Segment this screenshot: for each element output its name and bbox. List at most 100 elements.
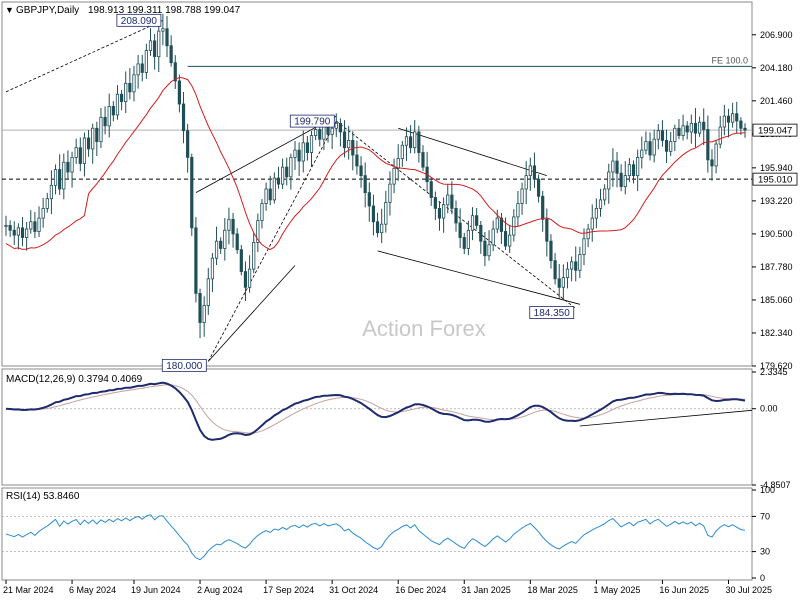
candle [392, 167, 396, 185]
candle [553, 260, 557, 280]
candle [619, 172, 623, 187]
candle [260, 203, 264, 221]
chart-symbol: GBPJPY,Daily [16, 5, 79, 16]
candle [252, 242, 256, 270]
candle [499, 217, 504, 232]
time-axis: 21 Mar 2024 6 May 2024 19 Jun 2024 2 Aug 20… [3, 580, 772, 595]
candle [99, 116, 103, 143]
candle [330, 127, 334, 135]
candle [231, 218, 235, 235]
candle [702, 121, 706, 130]
candle [66, 161, 70, 173]
candle [276, 177, 281, 185]
candle [363, 175, 367, 194]
candle [669, 141, 673, 152]
candle [219, 240, 223, 249]
time-tick-label: 31 Oct 2024 [329, 585, 378, 595]
candle [726, 115, 731, 123]
grid-layer: FE 100.0 [2, 55, 752, 180]
candle [483, 240, 487, 257]
candle [664, 140, 669, 152]
candle [367, 192, 371, 207]
candle [536, 178, 541, 197]
candle [578, 254, 582, 271]
macd-tick-label: -4.8507 [760, 480, 791, 490]
candle [437, 208, 442, 219]
candle [214, 240, 219, 259]
candle [256, 220, 260, 243]
chart-ohlc: 198.913 199.311 198.788 199.047 [88, 5, 241, 16]
candle [491, 228, 495, 246]
candle [454, 208, 458, 224]
watermark: Action Forex [362, 316, 486, 341]
candle [400, 144, 404, 160]
candle [206, 278, 210, 306]
support-price-tag-box [752, 172, 798, 186]
candle [181, 103, 186, 132]
rsi-label: RSI(14) 53.8460 [6, 491, 80, 502]
price-axis: 206.900204.180201.460198.740195.940193.2… [752, 30, 798, 371]
candle [111, 106, 115, 116]
macd-signal-line [5, 384, 746, 434]
candle [743, 127, 747, 131]
candle [16, 227, 20, 236]
candle [722, 115, 726, 128]
candle [45, 198, 49, 209]
dropdown-triangle[interactable]: ▼ [5, 5, 14, 15]
candle [487, 244, 491, 257]
candle [318, 129, 322, 140]
rsi-panel [1, 487, 753, 581]
trendline [398, 127, 547, 177]
time-tick-label: 16 Jun 2025 [659, 585, 709, 595]
candle [598, 199, 603, 209]
trendline [207, 120, 337, 362]
candle [371, 205, 376, 223]
candle [689, 123, 693, 133]
candle [119, 93, 124, 102]
candle [4, 225, 8, 227]
candle [388, 183, 392, 203]
trendline [195, 115, 337, 193]
price-annotation: 199.790 [294, 117, 331, 128]
candle [450, 194, 454, 209]
candle [91, 127, 95, 150]
candle [384, 201, 388, 225]
candle [264, 188, 268, 204]
time-tick-label: 17 Sep 2024 [263, 585, 314, 595]
candle [739, 120, 743, 129]
ma-line [5, 76, 746, 251]
candle [186, 130, 190, 158]
candle [673, 127, 677, 143]
candle [396, 158, 400, 169]
candle [446, 194, 450, 206]
candle [607, 171, 611, 190]
candle [103, 116, 107, 127]
candle [140, 63, 144, 73]
candle [62, 161, 66, 190]
candle [458, 222, 462, 238]
candle [640, 149, 644, 158]
macd-tick-label: 2.3345 [760, 367, 788, 377]
time-tick-label: 31 Jan 2025 [461, 585, 511, 595]
time-tick-label: 21 Mar 2024 [3, 585, 54, 595]
time-tick-label: 2 Aug 2024 [197, 585, 243, 595]
candle [565, 268, 570, 279]
candle [421, 152, 425, 168]
time-tick-label: 19 Jun 2024 [131, 585, 181, 595]
time-tick-label: 18 Mar 2025 [527, 585, 578, 595]
candle [697, 121, 702, 134]
candle [128, 82, 132, 93]
current-price-tag-box [752, 123, 798, 137]
candle [524, 175, 528, 190]
time-tick-label: 1 May 2025 [593, 585, 640, 595]
price-tick-label: 206.900 [760, 30, 793, 40]
trendline [5, 19, 164, 93]
macd-label: MACD(12,26,9) 0.3794 0.4069 [6, 374, 143, 385]
candle [462, 237, 466, 249]
trendline [207, 265, 296, 362]
candle [735, 113, 739, 122]
macd-panel [1, 368, 753, 486]
candle [136, 63, 140, 76]
candle [648, 141, 652, 156]
candle [359, 165, 363, 177]
